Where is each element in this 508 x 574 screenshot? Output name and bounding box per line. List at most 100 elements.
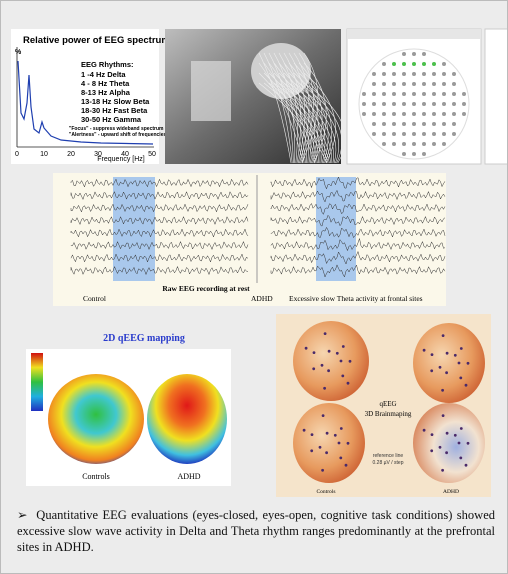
monitor: [191, 61, 231, 121]
electrode: [445, 371, 448, 374]
electrode: [325, 451, 328, 454]
summary-text: Quantitative EEG evaluations (eyes-close…: [17, 508, 495, 554]
electrode: [462, 92, 466, 96]
electrode: [382, 62, 386, 66]
electrode: [372, 82, 376, 86]
electrode: [402, 62, 406, 66]
electrode: [467, 362, 470, 365]
electrode: [392, 82, 396, 86]
electrode: [402, 142, 406, 146]
electrode: [345, 464, 348, 467]
electrode: [349, 360, 352, 363]
electrode: [432, 102, 436, 106]
rhythm: 18-30 Hz Fast Beta: [81, 106, 148, 115]
electrode: [339, 457, 342, 460]
electrode: [422, 72, 426, 76]
rhythm: 1 -4 Hz Delta: [81, 70, 126, 79]
electrode: [392, 62, 396, 66]
x-tick-label: 20: [67, 151, 75, 158]
electrode: [340, 427, 343, 430]
electrode: [338, 442, 341, 445]
electrode: [372, 102, 376, 106]
electrode: [362, 92, 366, 96]
electrode: [341, 375, 344, 378]
electrode: [445, 451, 448, 454]
x-tick-label: 50: [148, 151, 156, 158]
electrode: [347, 442, 350, 445]
map2d-label: ADHD: [177, 472, 200, 481]
electrode: [382, 102, 386, 106]
electrode: [336, 352, 339, 355]
electrode: [459, 377, 462, 380]
head: [293, 321, 369, 401]
electrode: [452, 82, 456, 86]
map3d-legend: reference line: [373, 453, 404, 459]
electrode: [372, 92, 376, 96]
electrode: [372, 132, 376, 136]
electrode: [442, 142, 446, 146]
electrode: [442, 414, 445, 417]
x-tick-label: 0: [15, 151, 19, 158]
colorbar: [31, 353, 43, 411]
electrode: [465, 384, 468, 387]
electrode: [467, 442, 470, 445]
electrode: [412, 82, 416, 86]
electrode: [432, 62, 436, 66]
electrode: [392, 142, 396, 146]
electrode: [442, 92, 446, 96]
electrode: [423, 429, 426, 432]
rhythm: 30-50 Hz Gamma: [81, 115, 142, 124]
rhythms-heading: EEG Rhythms:: [81, 60, 134, 69]
figure-panels: Relative power of EEG spectrum % EEG Rhy…: [1, 1, 508, 574]
electrode: [382, 142, 386, 146]
spectrum-title: Relative power of EEG spectrum: [23, 35, 170, 46]
electrode: [412, 92, 416, 96]
electrode: [422, 62, 426, 66]
electrode: [452, 72, 456, 76]
electrode: [362, 112, 366, 116]
highlight-adhd: [316, 177, 356, 281]
electrode: [439, 446, 442, 449]
electrode: [412, 152, 416, 156]
electrode: [382, 82, 386, 86]
bullet: ➢: [17, 508, 27, 522]
electrode: [311, 433, 314, 436]
map3d-label: ADHD: [443, 489, 459, 495]
electrode: [382, 132, 386, 136]
head: [293, 403, 365, 483]
electrode: [432, 82, 436, 86]
electrode: [412, 72, 416, 76]
rhythm: 13-18 Hz Slow Beta: [81, 97, 150, 106]
electrode: [422, 122, 426, 126]
electrode: [322, 414, 325, 417]
control-label: Control: [83, 294, 106, 303]
electrode: [402, 152, 406, 156]
raw-title: Raw EEG recording at rest: [162, 284, 250, 293]
electrode: [442, 122, 446, 126]
electrode: [392, 132, 396, 136]
electrode: [442, 102, 446, 106]
electrode: [446, 352, 449, 355]
electrode: [334, 434, 337, 437]
electrode: [382, 122, 386, 126]
electrode: [432, 122, 436, 126]
electrode: [402, 72, 406, 76]
electrode: [347, 382, 350, 385]
electrode: [465, 464, 468, 467]
highlight-control: [113, 177, 155, 281]
electrode: [342, 345, 345, 348]
electrode: [319, 446, 322, 449]
electrode: [328, 350, 331, 353]
electrode: [452, 102, 456, 106]
electrode: [402, 82, 406, 86]
x-label: Frequency [Hz]: [97, 156, 145, 163]
electrode: [372, 112, 376, 116]
adhd-label: ADHD: [251, 294, 273, 303]
map-controls: [48, 374, 144, 464]
electrode: [372, 72, 376, 76]
electrode: [313, 351, 316, 354]
side-panel: [485, 29, 508, 164]
electrode: [422, 52, 426, 56]
electrode: [402, 92, 406, 96]
electrode: [442, 62, 446, 66]
